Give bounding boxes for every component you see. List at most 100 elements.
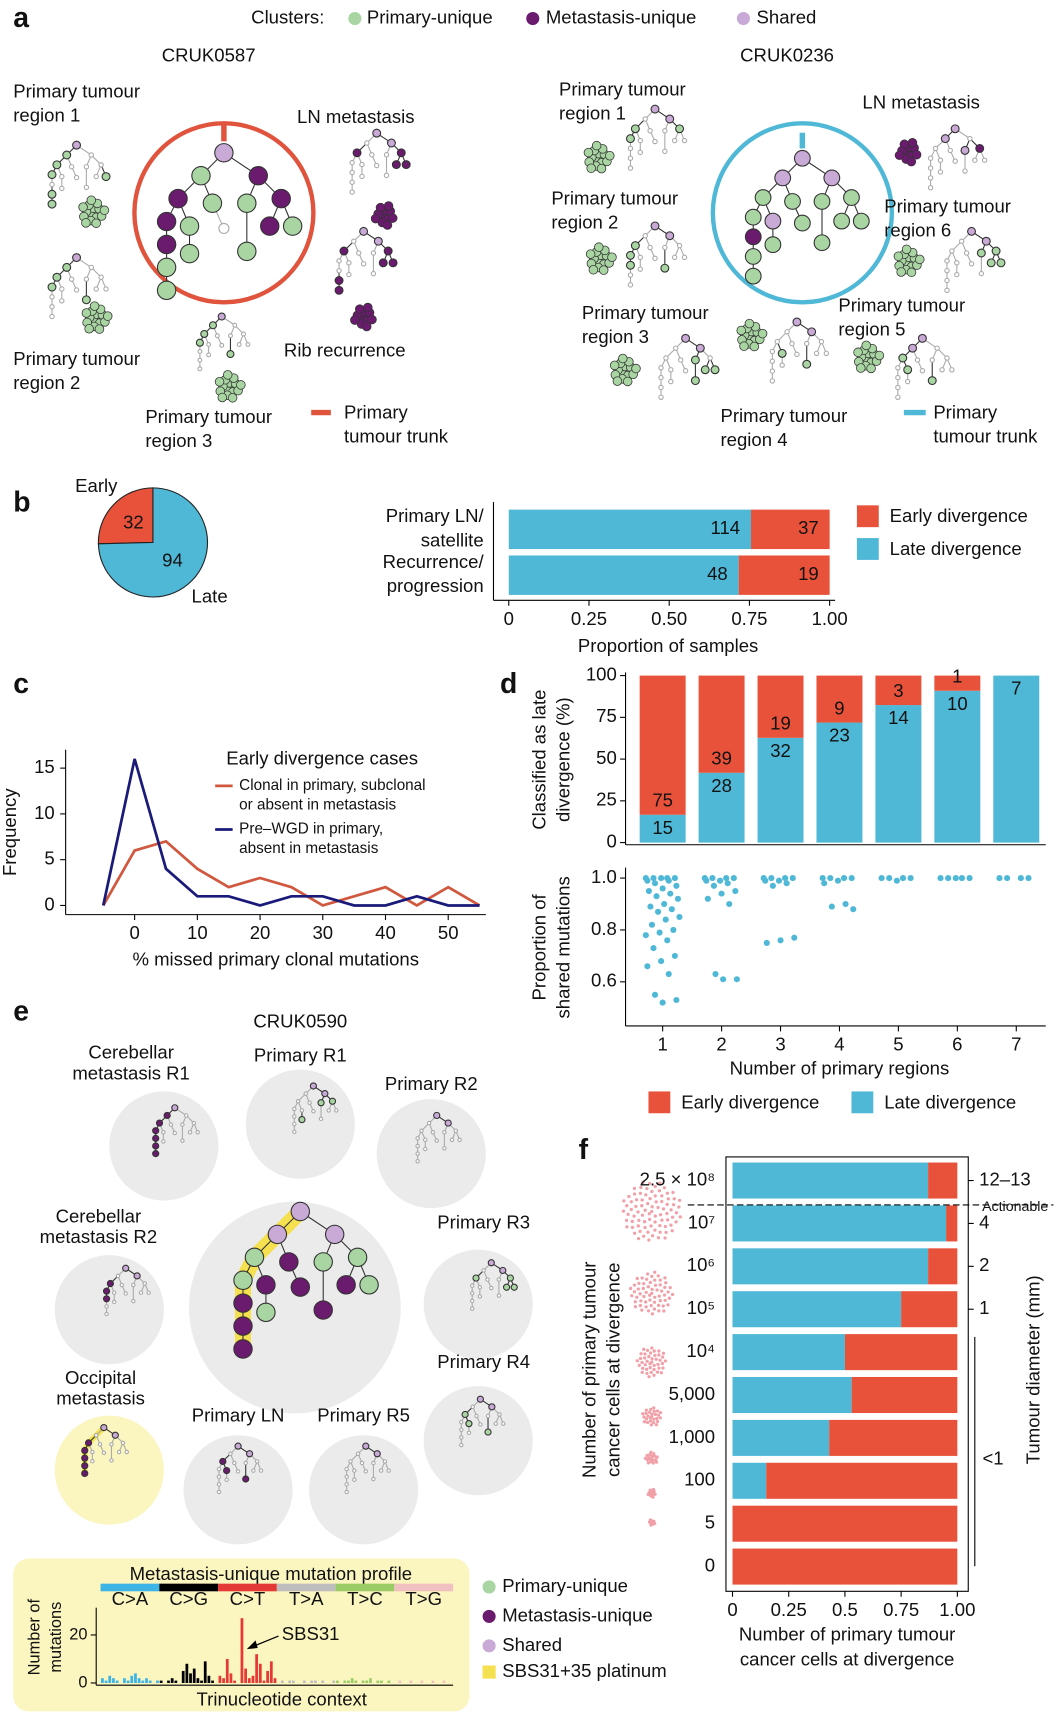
annotation: Actionable [982,1199,1048,1215]
cell [636,1237,641,1241]
cell [649,1523,653,1527]
y-tick-label: 15 [34,756,55,777]
value-label: 14 [888,707,909,728]
tree-node [359,161,365,168]
tree-node [658,374,664,381]
tree-node [68,276,75,282]
point [655,908,662,915]
cell [655,1455,659,1459]
cell [657,1366,661,1370]
point [644,877,651,884]
cell [645,1453,649,1458]
cell [355,304,365,314]
legend-swatch [856,538,879,560]
tree-node [103,286,109,292]
cell [621,1209,626,1213]
bar [159,1680,163,1683]
cell [632,1290,637,1294]
cell [669,1208,673,1212]
point [907,875,914,882]
tree-node [391,160,401,170]
cell [367,314,377,325]
tree-node [652,138,658,145]
cell [642,1282,646,1286]
point [996,875,1003,882]
tree-node [929,357,935,363]
tree-node [292,1121,297,1127]
tree-node [784,329,790,335]
right-label: <1 [982,1447,1003,1468]
tree-node [927,175,934,181]
tree-node [852,212,870,230]
y2-axis-label: Tumour diameter (mm) [1023,1275,1044,1464]
tree-node [237,241,257,262]
cell [739,341,749,351]
bar [993,675,1040,843]
cell [658,1181,662,1185]
tree-node [102,1287,111,1295]
value-label: 7 [1011,678,1021,699]
point [651,991,659,998]
tree-node [195,338,204,347]
bar [350,1678,354,1683]
tree-node [944,258,950,264]
legend-label: or absent in metastasis [239,797,396,814]
cell [644,1300,648,1304]
tree-node [47,170,57,180]
category-label: 2.5 × 10⁸ [640,1168,715,1189]
group-label: C>G [169,1588,208,1609]
cell [644,1193,648,1197]
tree-node [352,1477,357,1482]
tree-node [349,179,355,185]
tree-node [927,165,934,171]
tree-node [690,376,700,386]
bar [262,1680,266,1683]
bar [442,1680,446,1683]
cell [646,1309,651,1313]
tree-node [671,137,678,144]
tree-node [73,174,80,181]
tree-node [152,1150,160,1158]
bar [130,1675,134,1683]
y-tick-label: 0 [78,1673,87,1691]
tree-node [206,341,212,347]
cell [591,140,602,151]
cell [643,1208,647,1212]
region-label: Primary tumour [721,405,848,426]
cell [642,1415,646,1419]
point [730,875,737,882]
region-label: region 2 [13,372,80,393]
cell [671,1203,676,1207]
region-label: region 2 [551,212,618,233]
tree-node [152,1127,160,1135]
tree-node [116,1449,122,1455]
bar [875,705,922,843]
group-strip [218,1583,277,1592]
cell [81,218,91,228]
bar [698,675,745,773]
tree-node [496,1277,502,1282]
cell [653,1214,657,1218]
tree-node [681,254,688,261]
cell [635,1295,639,1299]
tree-node [245,1450,254,1458]
cell [641,1366,645,1371]
tree-node [124,1449,129,1455]
cell [662,1186,667,1190]
tree-node [362,1442,370,1450]
tree-node [442,1146,447,1151]
cell [370,213,381,224]
x-axis-label: Trinucleotide context [197,1688,368,1709]
tree-node [489,1285,494,1291]
tree-node [963,250,970,256]
tree-node [104,1304,109,1309]
legend-label: Primary-unique [502,1575,628,1596]
tree-node [98,162,104,168]
circle-frame [710,121,895,305]
tree-node [232,1460,237,1466]
cell [594,242,604,252]
bar [123,1678,126,1683]
point [726,900,733,908]
cell [648,1416,652,1420]
category-label: 100 [684,1469,715,1490]
